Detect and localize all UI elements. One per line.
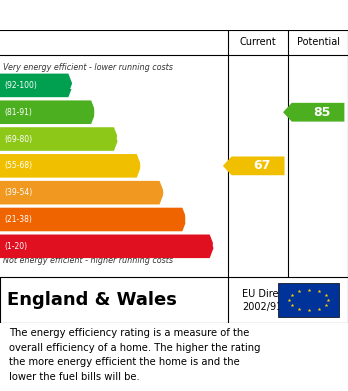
- Text: B: B: [93, 105, 104, 119]
- Text: (39-54): (39-54): [4, 188, 32, 197]
- Text: (55-68): (55-68): [4, 161, 32, 170]
- Text: A: A: [70, 79, 81, 92]
- Text: (92-100): (92-100): [4, 81, 37, 90]
- Text: 2002/91/EC: 2002/91/EC: [242, 302, 298, 312]
- Text: 85: 85: [313, 106, 330, 119]
- Polygon shape: [0, 181, 164, 204]
- Text: (81-91): (81-91): [4, 108, 32, 117]
- Text: Very energy efficient - lower running costs: Very energy efficient - lower running co…: [3, 63, 173, 72]
- Polygon shape: [0, 208, 187, 231]
- Polygon shape: [283, 103, 345, 122]
- Text: Current: Current: [240, 38, 276, 47]
- Text: (21-38): (21-38): [4, 215, 32, 224]
- Text: E: E: [161, 186, 171, 200]
- Polygon shape: [0, 74, 73, 97]
- Polygon shape: [0, 235, 214, 258]
- Text: England & Wales: England & Wales: [7, 291, 177, 309]
- Polygon shape: [0, 100, 96, 124]
- Polygon shape: [0, 154, 141, 178]
- Text: D: D: [139, 159, 150, 173]
- Polygon shape: [223, 156, 285, 175]
- Text: Not energy efficient - higher running costs: Not energy efficient - higher running co…: [3, 256, 173, 265]
- Text: Potential: Potential: [296, 38, 340, 47]
- Text: G: G: [212, 239, 223, 253]
- Text: F: F: [184, 212, 193, 226]
- Text: 67: 67: [253, 160, 270, 172]
- Text: The energy efficiency rating is a measure of the
overall efficiency of a home. T: The energy efficiency rating is a measur…: [9, 328, 260, 382]
- Text: EU Directive: EU Directive: [242, 289, 302, 300]
- Bar: [278, 283, 339, 317]
- Text: C: C: [116, 132, 126, 146]
- Polygon shape: [0, 127, 118, 151]
- Text: (1-20): (1-20): [4, 242, 27, 251]
- Text: (69-80): (69-80): [4, 135, 32, 143]
- Text: Energy Efficiency Rating: Energy Efficiency Rating: [69, 7, 279, 23]
